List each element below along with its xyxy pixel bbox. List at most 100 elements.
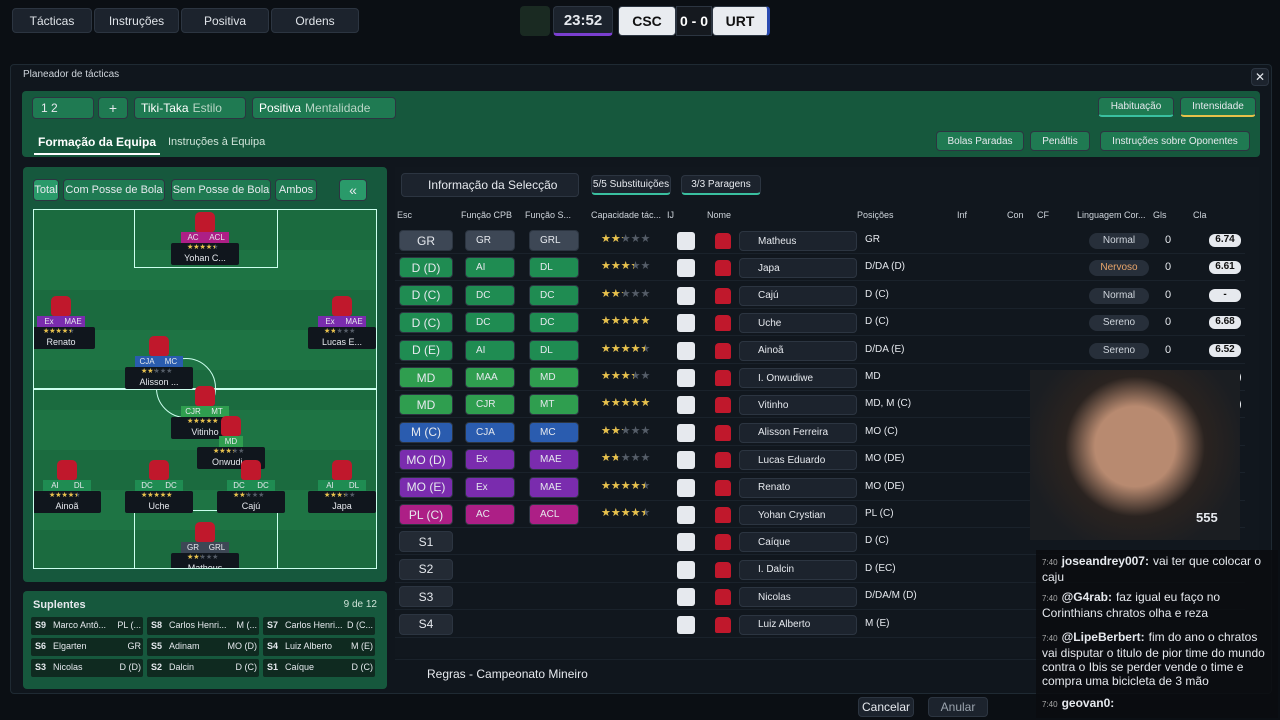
- pitch-tab[interactable]: Com Posse de Bola: [63, 179, 165, 201]
- role-select[interactable]: MAE: [529, 449, 579, 471]
- column-header[interactable]: Esc: [397, 210, 413, 220]
- name-select[interactable]: Uche: [739, 313, 857, 334]
- role-select[interactable]: DL: [529, 257, 579, 279]
- position-slot[interactable]: S1: [399, 531, 453, 553]
- column-header[interactable]: CF: [1037, 210, 1049, 220]
- style-select[interactable]: Tiki-Taka Estilo: [134, 97, 246, 119]
- role-select[interactable]: MC: [529, 421, 579, 443]
- column-header[interactable]: Inf: [957, 210, 968, 220]
- top-button[interactable]: Instruções: [94, 8, 179, 33]
- column-header[interactable]: Função CPB: [461, 210, 513, 220]
- column-header[interactable]: Nome: [707, 210, 732, 220]
- role-select[interactable]: MAA: [465, 367, 515, 388]
- position-slot[interactable]: MD: [399, 394, 453, 416]
- role-select[interactable]: GR: [465, 230, 515, 251]
- role-select[interactable]: CJA: [465, 421, 515, 443]
- header-button[interactable]: Bolas Paradas: [936, 131, 1024, 151]
- role-badge: DC: [135, 480, 159, 491]
- mentality-value: Positiva: [259, 101, 302, 115]
- mentality-select[interactable]: Positiva Mentalidade: [252, 97, 396, 119]
- role-select[interactable]: CJR: [465, 394, 515, 416]
- add-tactic[interactable]: +: [98, 97, 128, 119]
- name-select[interactable]: Yohan Crystian: [739, 505, 857, 525]
- role-select[interactable]: AI: [465, 257, 515, 279]
- column-header[interactable]: Cla: [1193, 210, 1207, 220]
- position-slot[interactable]: MO (D): [399, 449, 453, 471]
- rules-link[interactable]: Regras - Campeonato Mineiro: [427, 667, 588, 681]
- position-slot[interactable]: D (D): [399, 257, 453, 279]
- shirt-icon: [715, 342, 731, 359]
- role-select[interactable]: GRL: [529, 230, 579, 251]
- column-header[interactable]: Con: [1007, 210, 1024, 220]
- column-header[interactable]: Capacidade tác...: [591, 210, 661, 220]
- position-slot[interactable]: D (C): [399, 312, 453, 334]
- column-header[interactable]: Gls: [1153, 210, 1167, 220]
- position-slot[interactable]: S4: [399, 613, 453, 635]
- name-select[interactable]: Cajú: [739, 285, 857, 306]
- position-slot[interactable]: MD: [399, 367, 453, 388]
- position-slot[interactable]: PL (C): [399, 504, 453, 525]
- name-select[interactable]: Japa: [739, 258, 857, 279]
- chat-time: 7:40: [1042, 634, 1058, 643]
- info-select[interactable]: Informação da Selecção: [401, 173, 579, 197]
- column-header[interactable]: Linguagem Cor...: [1077, 210, 1146, 220]
- header: 1 2 + Tiki-Taka Estilo Positiva Mentalidade Ha…: [22, 91, 1260, 157]
- undo-button[interactable]: Anular: [928, 697, 988, 717]
- role-select[interactable]: MD: [529, 367, 579, 388]
- role-select[interactable]: MAE: [529, 476, 579, 498]
- position-slot[interactable]: D (E): [399, 339, 453, 361]
- name-select[interactable]: I. Onwudiwe: [739, 368, 857, 388]
- role-select[interactable]: Ex: [465, 449, 515, 471]
- pitch-tab[interactable]: Ambos: [275, 179, 317, 201]
- top-button[interactable]: Positiva: [181, 8, 269, 33]
- column-header[interactable]: IJ: [667, 210, 675, 220]
- top-button[interactable]: Ordens: [271, 8, 359, 33]
- role-badge: CJR: [181, 406, 205, 417]
- cancel-button[interactable]: Cancelar: [858, 697, 914, 717]
- name-select[interactable]: Vitinho: [739, 395, 857, 416]
- pitch-tab[interactable]: Sem Posse de Bola: [171, 179, 271, 201]
- role-select[interactable]: MT: [529, 394, 579, 416]
- tactic-select[interactable]: 1 2: [32, 97, 94, 119]
- pitch-tab[interactable]: Total: [33, 179, 59, 201]
- position-slot[interactable]: D (C): [399, 284, 453, 306]
- name-select[interactable]: Ainoã: [739, 340, 857, 361]
- collapse-button[interactable]: «: [339, 179, 367, 201]
- role-select[interactable]: Ex: [465, 476, 515, 498]
- player-icon: [677, 286, 695, 305]
- name-select[interactable]: Caíque: [739, 532, 857, 553]
- tab-active[interactable]: Formação da Equipa: [34, 131, 160, 155]
- morale: Sereno: [1089, 342, 1149, 359]
- tab[interactable]: Instruções à Equipa: [168, 136, 266, 148]
- role-select[interactable]: DC: [465, 284, 515, 306]
- role-select[interactable]: DL: [529, 339, 579, 361]
- column-header[interactable]: Função S...: [525, 210, 572, 220]
- role-select[interactable]: DC: [529, 284, 579, 306]
- role-select[interactable]: DC: [465, 312, 515, 334]
- position-slot[interactable]: M (C): [399, 421, 453, 443]
- position-slot[interactable]: MO (E): [399, 476, 453, 498]
- row: [395, 474, 1245, 501]
- position-slot[interactable]: GR: [399, 230, 453, 251]
- role-select[interactable]: AC: [465, 504, 515, 525]
- top-button[interactable]: Tácticas: [12, 8, 92, 33]
- subs-title: Suplentes: [33, 599, 86, 611]
- position-slot[interactable]: S3: [399, 586, 453, 608]
- role-select[interactable]: DC: [529, 312, 579, 334]
- header-button[interactable]: Instruções sobre Oponentes: [1100, 131, 1250, 151]
- header-button[interactable]: Penáltis: [1030, 131, 1090, 151]
- column-header[interactable]: Posições: [857, 210, 894, 220]
- name-select[interactable]: Luiz Alberto: [739, 614, 857, 635]
- name-select[interactable]: Nicolas: [739, 587, 857, 608]
- role-select[interactable]: ACL: [529, 504, 579, 525]
- name-select[interactable]: Matheus: [739, 231, 857, 251]
- positions: D (EC): [865, 562, 896, 574]
- name-select[interactable]: Alisson Ferreira: [739, 422, 857, 443]
- player-name: Alisson ...: [139, 377, 179, 387]
- name-select[interactable]: Lucas Eduardo: [739, 450, 857, 471]
- close-button[interactable]: ✕: [1251, 68, 1269, 86]
- name-select[interactable]: I. Dalcin: [739, 559, 857, 580]
- role-select[interactable]: AI: [465, 339, 515, 361]
- position-slot[interactable]: S2: [399, 558, 453, 580]
- name-select[interactable]: Renato: [739, 477, 857, 498]
